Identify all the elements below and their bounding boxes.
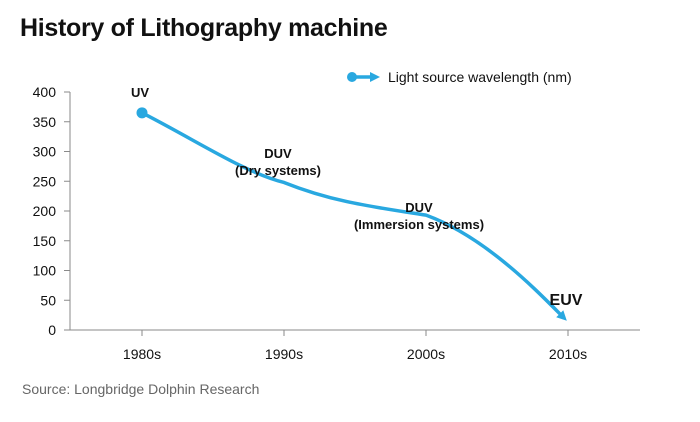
x-tick-label: 2000s — [407, 346, 445, 362]
legend: Light source wavelength (nm) — [347, 69, 572, 85]
x-tick-label: 1980s — [123, 346, 161, 362]
x-tick-label: 1990s — [265, 346, 303, 362]
y-tick-label: 200 — [33, 203, 57, 219]
point-label: DUV — [264, 146, 292, 161]
y-tick-label: 250 — [33, 173, 57, 189]
y-tick-label: 300 — [33, 144, 57, 160]
point-label: UV — [131, 85, 149, 100]
y-tick-label: 0 — [48, 322, 56, 338]
legend-marker — [347, 72, 357, 82]
point-label: (Immersion systems) — [354, 217, 484, 232]
chart-title: History of Lithography machine — [20, 14, 388, 42]
x-tick-label: 2010s — [549, 346, 587, 362]
y-tick-label: 100 — [33, 263, 57, 279]
y-tick-label: 350 — [33, 114, 57, 130]
point-label: (Dry systems) — [235, 163, 321, 178]
legend-label: Light source wavelength (nm) — [388, 69, 572, 85]
source-note: Source: Longbridge Dolphin Research — [22, 381, 260, 397]
y-tick-label: 50 — [40, 292, 56, 308]
point-label: EUV — [550, 292, 583, 309]
data-point — [136, 107, 148, 119]
point-label: DUV — [405, 200, 433, 215]
y-tick-label: 400 — [33, 84, 57, 100]
series-line — [141, 111, 567, 321]
y-tick-label: 150 — [33, 233, 57, 249]
